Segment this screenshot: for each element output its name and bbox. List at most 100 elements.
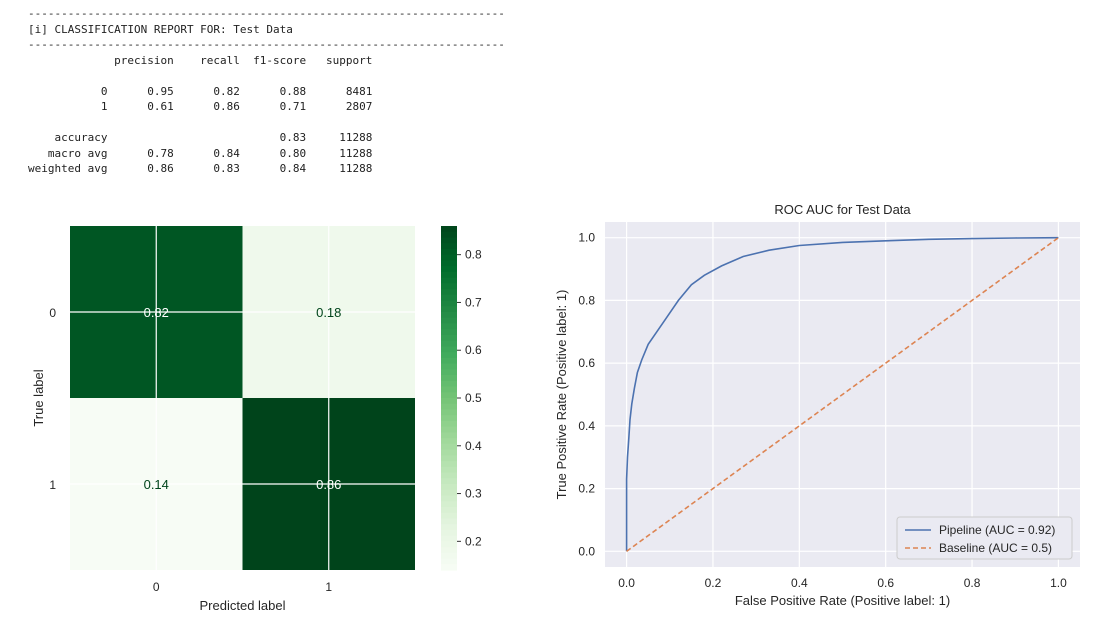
colorbar-segment	[441, 380, 457, 388]
colorbar-segment	[441, 346, 457, 353]
colorbar-segment	[441, 369, 457, 376]
colorbar-segment	[441, 357, 457, 365]
cm-x-tick-label: 1	[325, 580, 332, 594]
roc-baseline-line	[626, 237, 1059, 552]
colorbar-segment	[441, 403, 457, 411]
roc-x-tick-label: 0.2	[705, 576, 722, 590]
colorbar-segment	[441, 340, 457, 347]
colorbar-segment	[441, 472, 457, 479]
colorbar-segment	[441, 478, 457, 485]
colorbar-tick-label: 0.4	[465, 439, 482, 453]
colorbar-segment	[441, 552, 457, 560]
report-row: 1 0.61 0.86 0.71 2807	[28, 100, 373, 113]
colorbar-segment	[441, 323, 457, 330]
colorbar-segment	[441, 306, 457, 313]
colorbar: 0.2 0.3 0.4 0.5 0.6 0.7 0.8	[441, 226, 482, 571]
colorbar-segment	[441, 409, 457, 416]
report-rule: ----------------------------------------…	[28, 38, 505, 51]
colorbar-segment	[441, 524, 457, 531]
colorbar-segment	[441, 266, 457, 273]
roc-y-axis-label: True Positive Rate (Positive label: 1)	[554, 290, 569, 500]
colorbar-segment	[441, 243, 457, 250]
colorbar-segment	[441, 254, 457, 261]
colorbar-segment	[441, 294, 457, 302]
colorbar-segment	[441, 529, 457, 537]
colorbar-segment	[441, 558, 457, 565]
colorbar-tick-label: 0.3	[465, 487, 482, 501]
colorbar-segment	[441, 231, 457, 239]
cm-y-tick-label: 0	[49, 306, 56, 320]
report-summary-row: accuracy 0.83 11288	[28, 131, 373, 144]
colorbar-segment	[441, 329, 457, 336]
colorbar-segment	[441, 317, 457, 325]
colorbar-tick-label: 0.6	[465, 343, 482, 357]
colorbar-segment	[441, 386, 457, 393]
colorbar-segment	[441, 484, 457, 491]
colorbar-segment	[441, 415, 457, 422]
colorbar-segment	[441, 426, 457, 433]
roc-y-tick-label: 0.0	[578, 544, 595, 558]
colorbar-segment	[441, 237, 457, 244]
colorbar-segment	[441, 512, 457, 519]
report-rule: ----------------------------------------…	[28, 7, 505, 20]
colorbar-segment	[441, 455, 457, 462]
colorbar-segment	[441, 506, 457, 514]
colorbar-segment	[441, 352, 457, 359]
report-summary-row: weighted avg 0.86 0.83 0.84 11288	[28, 162, 373, 175]
colorbar-segment	[441, 501, 457, 508]
colorbar-segment	[441, 283, 457, 290]
cm-cell-value: 0.14	[144, 477, 169, 492]
colorbar-segment	[441, 392, 457, 399]
colorbar-segment	[441, 312, 457, 319]
colorbar-segment	[441, 547, 457, 554]
roc-x-tick-label: 0.4	[791, 576, 808, 590]
roc-x-axis-label: False Positive Rate (Positive label: 1)	[735, 593, 950, 608]
colorbar-segment	[441, 535, 457, 542]
roc-y-tick-label: 1.0	[578, 231, 595, 245]
roc-legend-label: Pipeline (AUC = 0.92)	[939, 523, 1055, 537]
cm-cell-value: 0.82	[144, 305, 169, 320]
report-header: precision recall f1-score support	[28, 53, 373, 67]
classification-report: ----------------------------------------…	[28, 6, 505, 191]
roc-legend-label: Baseline (AUC = 0.5)	[939, 541, 1052, 555]
colorbar-tick-label: 0.2	[465, 534, 482, 548]
colorbar-segment	[441, 461, 457, 468]
colorbar-segment	[441, 300, 457, 307]
colorbar-tick-label: 0.5	[465, 391, 482, 405]
roc-x-tick-label: 0.8	[964, 576, 981, 590]
colorbar-segment	[441, 375, 457, 382]
figure: 0.82 0.18 0.14 0.86 0 1 0 1 Predicted label True …	[31, 202, 1080, 613]
colorbar-segment	[441, 248, 457, 256]
colorbar-segment	[441, 289, 457, 296]
report-row: 0 0.95 0.82 0.88 8481	[28, 84, 373, 98]
colorbar-segment	[441, 260, 457, 267]
colorbar-segment	[441, 438, 457, 445]
cm-y-tick-label: 1	[49, 478, 56, 492]
cm-cell-value: 0.86	[316, 477, 341, 492]
colorbar-segment	[441, 226, 457, 233]
colorbar-segment	[441, 334, 457, 342]
colorbar-segment	[441, 518, 457, 525]
cm-y-axis-label: True label	[31, 369, 46, 426]
report-title: [i] CLASSIFICATION REPORT FOR: Test Data	[28, 22, 293, 36]
colorbar-segment	[441, 363, 457, 370]
roc-chart: 0.0 0.2 0.4 0.6 0.8 1.0 0.0 0.2 0.4 0.6 0.8 1.0 ROC …	[554, 202, 1080, 608]
colorbar-segment	[441, 449, 457, 456]
confusion-matrix: 0.82 0.18 0.14 0.86 0 1 0 1 Predicted label True …	[31, 226, 415, 613]
roc-y-tick-label: 0.8	[578, 293, 595, 307]
roc-x-tick-label: 0.6	[877, 576, 894, 590]
roc-legend-box	[896, 516, 1073, 560]
roc-pipeline-line	[625, 236, 1059, 552]
cm-x-tick-label: 0	[153, 580, 160, 594]
colorbar-segment	[441, 432, 457, 439]
report-summary-row: macro avg 0.78 0.84 0.80 11288	[28, 146, 373, 160]
roc-y-tick-label: 0.2	[578, 482, 595, 496]
colorbar-segment	[441, 420, 457, 428]
roc-y-tick-label: 0.6	[578, 356, 595, 370]
colorbar-segment	[441, 271, 457, 279]
colorbar-tick-label: 0.7	[465, 295, 482, 309]
roc-title: ROC AUC for Test Data	[774, 202, 911, 217]
colorbar-segment	[441, 466, 457, 474]
colorbar-segment	[441, 489, 457, 497]
roc-x-tick-label: 1.0	[1050, 576, 1067, 590]
